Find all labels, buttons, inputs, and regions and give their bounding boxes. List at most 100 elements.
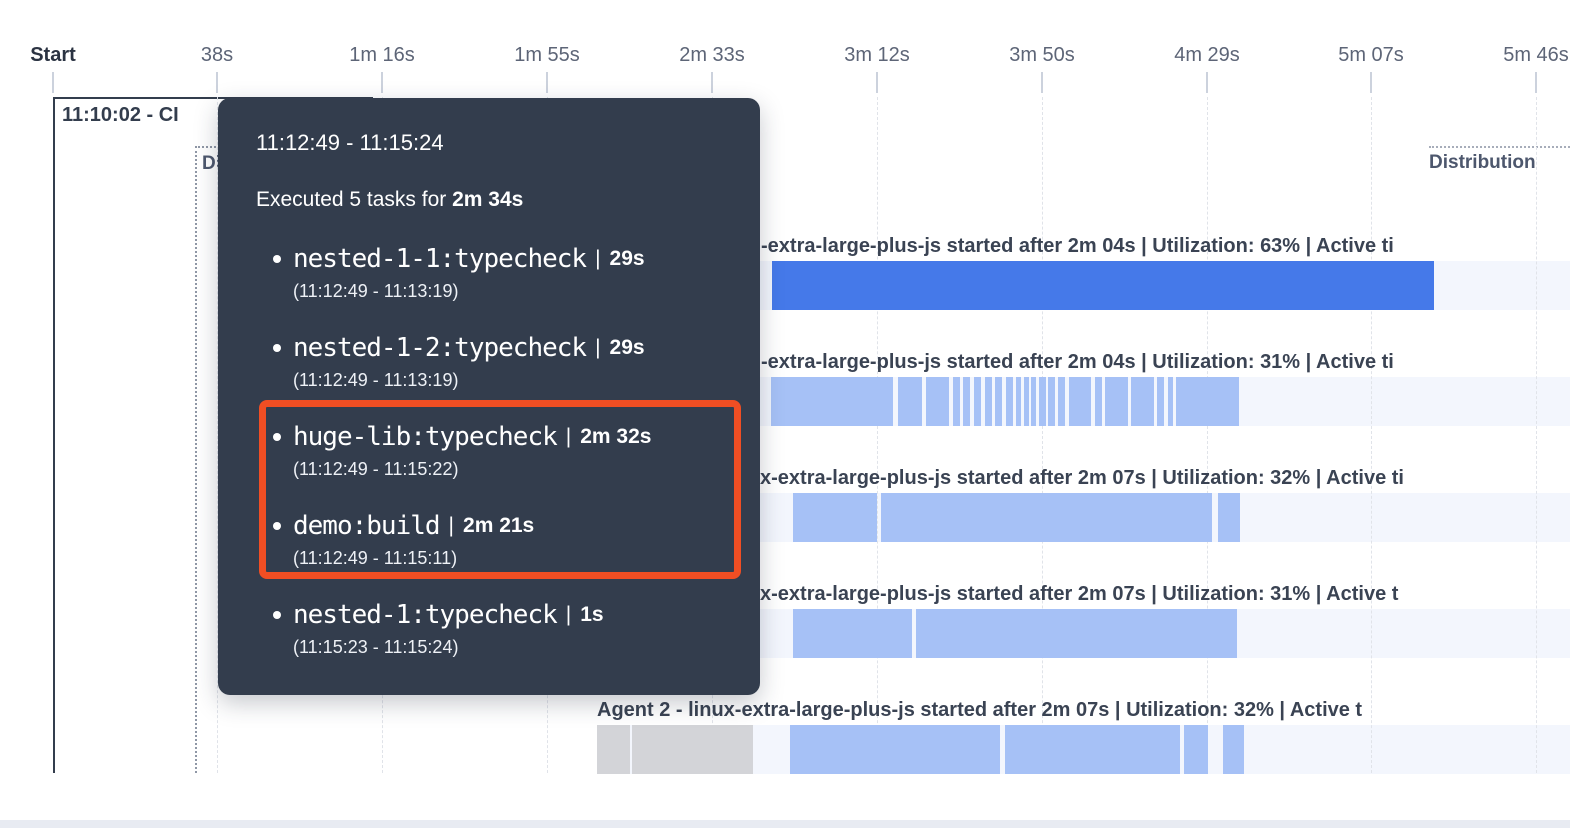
tooltip-task-list: nested-1-1:typecheck | 29s (11:12:49 - 11:1… xyxy=(256,244,730,658)
task-bar-segment[interactable] xyxy=(793,609,912,658)
axis-tick-label: 3m 12s xyxy=(844,44,910,66)
bullet-icon xyxy=(273,433,281,441)
task-bar-segment[interactable] xyxy=(1131,377,1154,426)
tooltip-task-line: nested-1-1:typecheck | 29s xyxy=(256,244,730,274)
tooltip-task: nested-1-2:typecheck | 29s (11:12:49 - 11:1… xyxy=(256,333,730,391)
task-bar-segment[interactable] xyxy=(597,725,630,774)
tooltip-task-separator: | xyxy=(565,603,572,626)
task-bar-segment[interactable] xyxy=(974,377,981,426)
task-bar-segment[interactable] xyxy=(1218,493,1240,542)
axis-tick-label: 1m 16s xyxy=(349,44,415,66)
task-bar-segment[interactable] xyxy=(1095,377,1102,426)
task-bar-segment[interactable] xyxy=(632,725,753,774)
tooltip-task-name: nested-1-1:typecheck xyxy=(293,244,587,274)
task-bar-segment[interactable] xyxy=(1016,377,1021,426)
axis-tick-mark xyxy=(546,72,548,93)
tooltip-task-times: (11:12:49 - 11:13:19) xyxy=(293,281,459,301)
bottom-section-divider xyxy=(0,820,1570,828)
task-bar-segment[interactable] xyxy=(793,493,877,542)
axis-tick-label: Start xyxy=(30,44,76,66)
tooltip-task-duration: 29s xyxy=(609,336,645,359)
agent-row-label: -extra-large-plus-js started after 2m 04… xyxy=(761,235,1394,257)
task-bar-segment[interactable] xyxy=(1039,377,1046,426)
task-bar-segment[interactable] xyxy=(1184,725,1208,774)
axis-tick-label: 5m 07s xyxy=(1338,44,1404,66)
tooltip-task-separator: | xyxy=(448,514,455,537)
task-bar-segment[interactable] xyxy=(772,261,1434,310)
task-bar-segment[interactable] xyxy=(1048,377,1055,426)
tooltip-task-times: (11:12:49 - 11:15:11) xyxy=(293,548,458,568)
axis-tick-mark xyxy=(381,72,383,93)
task-bar-segment[interactable] xyxy=(771,377,893,426)
axis-tick-label: 4m 29s xyxy=(1174,44,1240,66)
task-bar-segment[interactable] xyxy=(1024,377,1029,426)
agent-row-label: x-extra-large-plus-js started after 2m 0… xyxy=(760,583,1399,605)
distribution-left-label: Di xyxy=(202,153,221,174)
timeline-gridline xyxy=(1207,97,1208,773)
task-bar-segment[interactable] xyxy=(926,377,949,426)
tooltip-task-name: demo:build xyxy=(293,511,441,541)
timeline-gridline xyxy=(1371,97,1372,773)
tooltip-task-highlighted: demo:build | 2m 21s (11:12:49 - 11:15:11) xyxy=(256,511,730,569)
task-bar-segment[interactable] xyxy=(1005,725,1180,774)
tooltip-task-name: huge-lib:typecheck xyxy=(293,422,558,452)
tooltip-task-duration: 1s xyxy=(580,603,604,626)
axis-tick-label: 3m 50s xyxy=(1009,44,1075,66)
axis-tick-mark xyxy=(711,72,713,93)
task-bar-segment[interactable] xyxy=(898,377,922,426)
axis-tick-mark xyxy=(876,72,878,93)
distribution-right-border-top xyxy=(1429,146,1570,148)
task-bar-segment[interactable] xyxy=(985,377,992,426)
agent-row-label: -extra-large-plus-js started after 2m 04… xyxy=(761,351,1394,373)
bullet-icon xyxy=(273,611,281,619)
tooltip-time-range: 11:12:49 - 11:15:24 xyxy=(256,130,444,155)
task-bar-segment[interactable] xyxy=(1223,725,1244,774)
tooltip-task-line: nested-1:typecheck | 1s xyxy=(256,600,730,630)
task-bar-segment[interactable] xyxy=(953,377,960,426)
task-bar-segment[interactable] xyxy=(1105,377,1128,426)
timeline-gridline xyxy=(1042,97,1043,773)
tooltip-task-times: (11:12:49 - 11:15:22) xyxy=(293,459,459,479)
tooltip-task-line: huge-lib:typecheck | 2m 32s xyxy=(256,422,730,452)
axis-tick-mark xyxy=(1370,72,1372,93)
distribution-box-border-left xyxy=(195,146,197,773)
task-bar-segment[interactable] xyxy=(916,609,1237,658)
build-box-border-top xyxy=(53,97,373,99)
task-bar-segment[interactable] xyxy=(1031,377,1036,426)
tooltip-task-line: demo:build | 2m 21s xyxy=(256,511,730,541)
axis-tick-mark xyxy=(52,72,54,93)
task-bar-segment[interactable] xyxy=(1157,377,1164,426)
task-bar-segment[interactable] xyxy=(790,725,1000,774)
tooltip-task: nested-1-1:typecheck | 29s (11:12:49 - 11:1… xyxy=(256,244,730,302)
agent-row-label: Agent 2 - linux-extra-large-plus-js star… xyxy=(597,699,1363,721)
task-bar-segment[interactable] xyxy=(1058,377,1065,426)
tooltip-summary: Executed 5 tasks for 2m 34s xyxy=(256,188,730,212)
bullet-icon xyxy=(273,522,281,530)
axis-tick-mark xyxy=(1535,72,1537,93)
tooltip-task-highlighted: huge-lib:typecheck | 2m 32s (11:12:49 - 11:… xyxy=(256,422,730,480)
task-bar-segment[interactable] xyxy=(963,377,970,426)
task-bar-segment[interactable] xyxy=(995,377,1002,426)
tooltip-task-separator: | xyxy=(595,336,601,359)
task-bar-segment[interactable] xyxy=(1176,377,1239,426)
timeline-gridline xyxy=(1536,97,1537,773)
axis-tick-mark xyxy=(1041,72,1043,93)
tooltip-task-times: (11:12:49 - 11:13:19) xyxy=(293,370,459,390)
tooltip-summary-prefix: Executed 5 tasks for xyxy=(256,188,453,211)
task-bar-segment[interactable] xyxy=(1069,377,1091,426)
axis-tick-mark xyxy=(1206,72,1208,93)
tooltip-task-times: (11:15:23 - 11:15:24) xyxy=(293,637,459,657)
tooltip-task-separator: | xyxy=(565,425,572,448)
axis-tick-mark xyxy=(216,72,218,93)
axis-tick-label: 5m 46s xyxy=(1503,44,1569,66)
axis-tick-label: 38s xyxy=(200,44,234,66)
build-box-border-left xyxy=(53,97,55,773)
task-bar-segment[interactable] xyxy=(881,493,1212,542)
bullet-icon xyxy=(273,255,281,263)
tooltip-task-separator: | xyxy=(595,247,601,270)
tooltip-task-name: nested-1:typecheck xyxy=(293,600,558,630)
task-bar-segment[interactable] xyxy=(1168,377,1173,426)
task-bar-segment[interactable] xyxy=(1006,377,1013,426)
tooltip-task: nested-1:typecheck | 1s (11:15:23 - 11:15:2… xyxy=(256,600,730,658)
